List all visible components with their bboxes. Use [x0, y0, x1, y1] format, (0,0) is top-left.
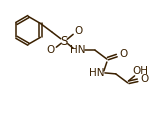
Text: HN: HN: [70, 45, 86, 55]
Text: O: O: [140, 74, 149, 84]
Text: O: O: [120, 49, 128, 59]
Text: O: O: [74, 26, 82, 36]
Text: S: S: [61, 35, 68, 48]
Text: O: O: [46, 45, 55, 55]
Text: HN: HN: [89, 68, 105, 78]
Text: OH: OH: [133, 66, 148, 76]
